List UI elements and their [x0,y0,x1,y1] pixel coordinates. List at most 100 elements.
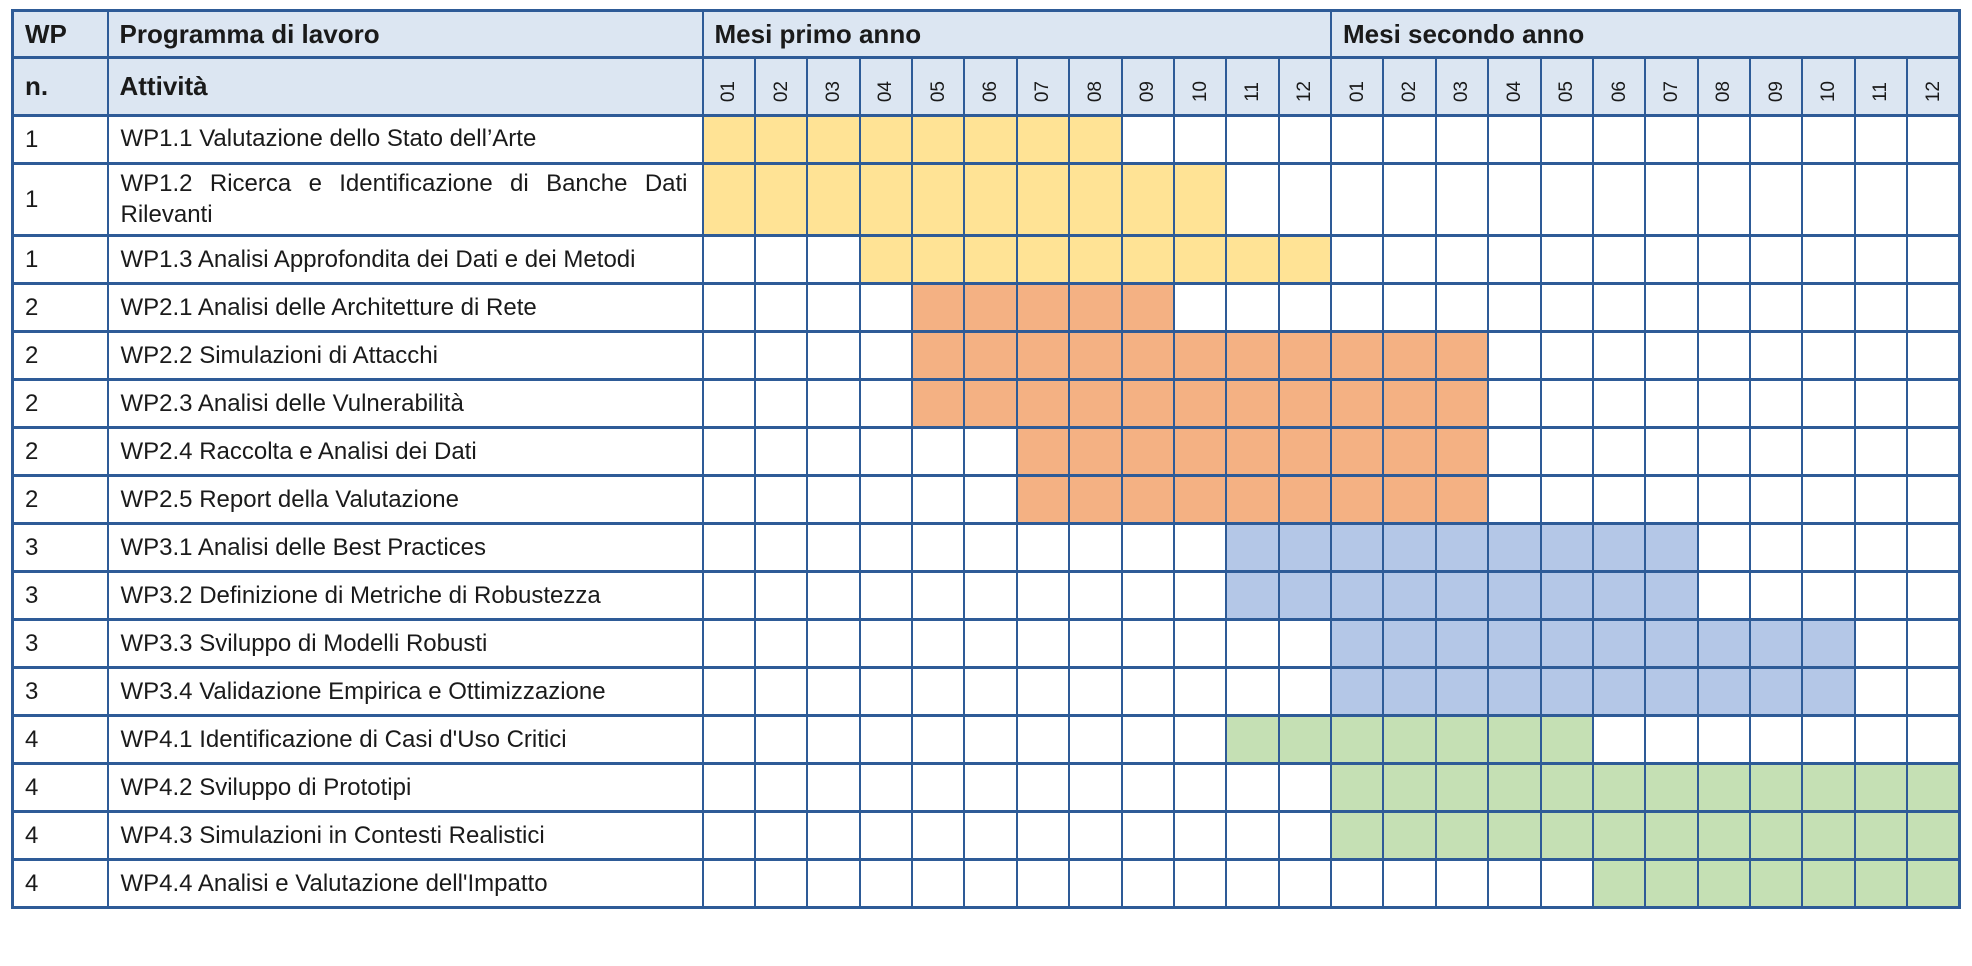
month-empty-cell [1748,378,1804,430]
activity-name-cell: WP1.1 Valutazione dello Stato dell’Arte [106,114,704,165]
month-empty-cell [1068,858,1123,910]
month-header-cell-y1-11: 11 [1225,56,1280,117]
task-row: 4 WP4.1 Identificazione di Casi d'Uso Cri… [11,714,1961,766]
gantt-bar-cell [1434,330,1490,382]
month-empty-cell [753,282,809,334]
month-empty-cell [1225,858,1280,910]
month-empty-cell [1696,570,1752,622]
month-empty-cell [1748,714,1804,766]
gantt-bar-cell [1906,858,1961,910]
gantt-bar-cell [1487,522,1542,574]
month-empty-cell [1906,330,1961,382]
gantt-bar-cell [1172,234,1228,286]
month-label: 03 [1451,80,1473,102]
month-empty-cell [1591,234,1647,286]
month-empty-cell [1539,378,1594,430]
month-label: 06 [980,80,1002,102]
gantt-bar-cell [1120,234,1175,286]
month-label: 05 [927,80,949,102]
year2-header-cell: Mesi secondo anno [1330,9,1961,59]
month-empty-cell [753,330,809,382]
gantt-bar-cell [1591,762,1647,814]
month-empty-cell [806,666,861,718]
month-empty-cell [858,762,914,814]
gantt-bar-cell [858,234,914,286]
gantt-bar-cell [1329,330,1385,382]
month-empty-cell [701,618,756,670]
month-empty-cell [1906,474,1961,526]
month-empty-cell [963,762,1018,814]
gantt-bar-cell [1382,522,1437,574]
month-empty-cell [1748,330,1804,382]
month-empty-cell [1277,858,1333,910]
month-empty-cell [963,858,1018,910]
month-empty-cell [701,858,756,910]
month-empty-cell [1591,378,1647,430]
gantt-bar-cell [1539,666,1594,718]
month-empty-cell [701,426,756,478]
activity-name-cell: WP2.5 Report della Valutazione [106,474,704,526]
gantt-bar-cell [1277,234,1333,286]
month-empty-cell [1696,426,1752,478]
gantt-bar-cell [1434,378,1490,430]
gantt-bar-cell [1120,474,1175,526]
month-empty-cell [701,282,756,334]
gantt-bar-cell [1487,618,1542,670]
gantt-bar-cell [1382,570,1437,622]
month-header-cell-y1-08: 08 [1068,56,1123,117]
gantt-bar-cell [1015,330,1071,382]
gantt-bar-cell [1382,810,1437,862]
month-header-cell-y2-05: 05 [1539,56,1594,117]
gantt-bar-cell [1068,161,1123,238]
month-empty-cell [910,570,966,622]
month-empty-cell [1329,234,1385,286]
month-label: 02 [1399,80,1421,102]
month-empty-cell [806,714,861,766]
month-empty-cell [1382,234,1437,286]
month-empty-cell [806,570,861,622]
month-header-cell-y2-12: 12 [1906,56,1961,117]
month-label: 09 [1765,80,1787,102]
month-empty-cell [1591,114,1647,165]
wp-number-cell: 4 [11,810,109,862]
month-empty-cell [1801,522,1856,574]
month-empty-cell [1696,330,1752,382]
gantt-bar-cell [910,378,966,430]
month-empty-cell [1906,234,1961,286]
gantt-bar-cell [1120,330,1175,382]
month-empty-cell [1696,522,1752,574]
gantt-bar-cell [1591,810,1647,862]
activity-name-cell: WP2.2 Simulazioni di Attacchi [106,330,704,382]
month-empty-cell [1644,161,1699,238]
month-empty-cell [1539,282,1594,334]
month-empty-cell [1906,426,1961,478]
activity-name-cell: WP1.2 Ricerca e Identificazione di Banch… [106,161,704,238]
month-empty-cell [1853,618,1909,670]
month-label: 04 [875,80,897,102]
month-empty-cell [1225,762,1280,814]
month-empty-cell [1487,282,1542,334]
month-empty-cell [1539,114,1594,165]
gantt-bar-cell [753,114,809,165]
gantt-bar-cell [1434,810,1490,862]
month-empty-cell [1644,330,1699,382]
month-empty-cell [1015,570,1071,622]
month-header-cell-y2-08: 08 [1696,56,1752,117]
month-empty-cell [963,426,1018,478]
gantt-bar-cell [1120,426,1175,478]
month-empty-cell [753,714,809,766]
gantt-body: 1 WP1.1 Valutazione dello Stato dell’Arte… [11,114,1961,910]
month-empty-cell [1644,474,1699,526]
month-empty-cell [910,714,966,766]
gantt-bar-cell [701,161,756,238]
activity-name-cell: WP2.1 Analisi delle Architetture di Rete [106,282,704,334]
activity-name-cell: WP3.2 Definizione di Metriche di Robuste… [106,570,704,622]
gantt-bar-cell [1015,114,1071,165]
month-empty-cell [1696,378,1752,430]
gantt-bar-cell [1277,378,1333,430]
month-empty-cell [1539,161,1594,238]
gantt-bar-cell [1277,330,1333,382]
month-empty-cell [753,858,809,910]
month-empty-cell [963,618,1018,670]
month-header-cell-y1-01: 01 [701,56,756,117]
